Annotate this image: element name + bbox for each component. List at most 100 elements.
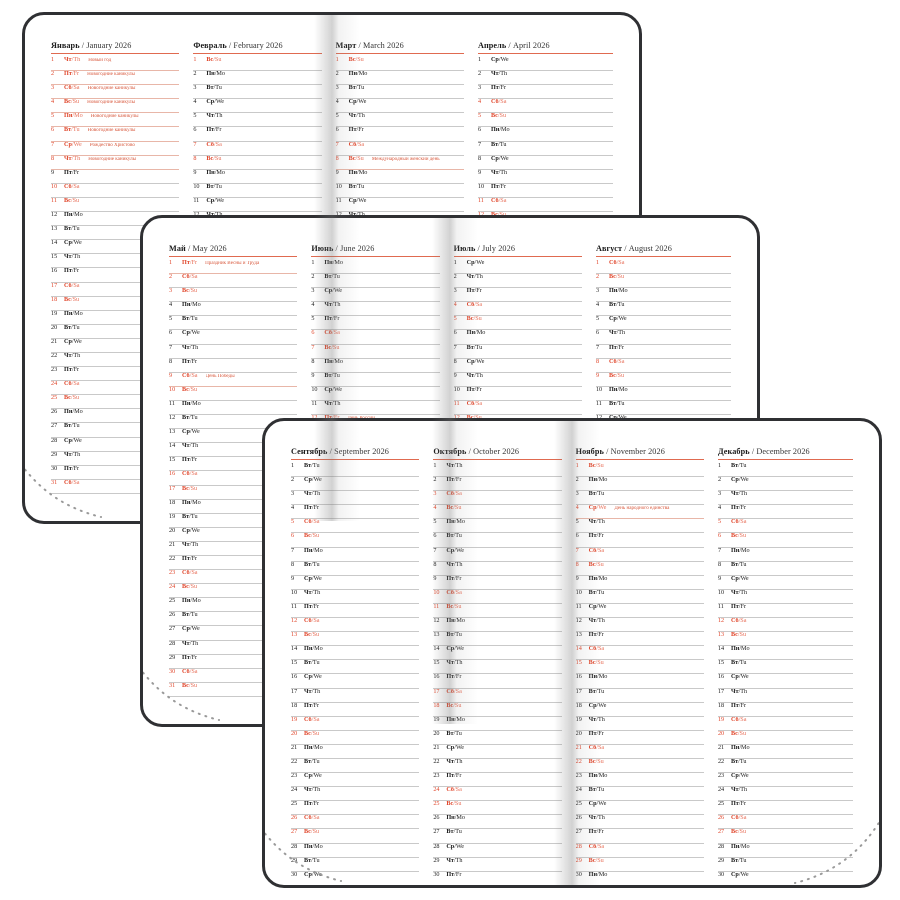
day-row[interactable]: 8 Чт/Th Новогодние каникулы: [51, 156, 180, 170]
day-row[interactable]: 1 Вс/Su: [193, 57, 322, 72]
day-row[interactable]: 29 Пт/Fr: [169, 655, 298, 669]
day-row[interactable]: 15 Вт/Tu: [717, 660, 853, 675]
day-row[interactable]: 9 Вт/Tu: [311, 373, 440, 387]
day-row[interactable]: 10 Ср/We: [311, 387, 440, 401]
day-row[interactable]: 17 Вс/Su: [169, 486, 298, 500]
day-row[interactable]: 7 Сб/Sa: [335, 142, 464, 156]
day-row[interactable]: 24 Вт/Tu: [575, 787, 704, 802]
day-row[interactable]: 29 Вс/Su: [575, 858, 704, 872]
day-row[interactable]: 10 Сб/Sa: [51, 184, 180, 198]
day-row[interactable]: 25 Ср/We: [575, 801, 704, 816]
day-row[interactable]: 17 Вт/Tu: [575, 689, 704, 703]
day-row[interactable]: 10 Вс/Su: [169, 387, 298, 401]
day-row[interactable]: 23 Пт/Fr: [433, 773, 562, 788]
day-row[interactable]: 11 Чт/Th: [311, 401, 440, 416]
day-row[interactable]: 12 Пн/Mo: [51, 212, 180, 227]
day-row[interactable]: 14 Ср/We: [433, 646, 562, 661]
day-row[interactable]: 11 Сб/Sa: [453, 401, 582, 416]
day-row[interactable]: 12 Пн/Mo: [433, 618, 562, 633]
day-row[interactable]: 5 Сб/Sa: [717, 519, 853, 534]
day-row[interactable]: 11 Пт/Fr: [717, 604, 853, 619]
day-row[interactable]: 10 Вт/Tu: [193, 184, 322, 198]
day-row[interactable]: 4 Пт/Fr: [291, 505, 420, 520]
day-row[interactable]: 4 Чт/Th: [311, 302, 440, 317]
day-row[interactable]: 21 Ср/We: [433, 745, 562, 759]
day-row[interactable]: 7 Вс/Su: [311, 345, 440, 359]
day-row[interactable]: 4 Сб/Sa: [453, 302, 582, 317]
day-row[interactable]: 1 Ср/We: [477, 57, 613, 72]
day-row[interactable]: 6 Чт/Th: [595, 330, 731, 345]
day-row[interactable]: 18 Ср/We: [575, 703, 704, 717]
day-row[interactable]: 4 Пт/Fr: [717, 505, 853, 520]
day-row[interactable]: 12 Чт/Th: [575, 618, 704, 633]
day-row[interactable]: 2 Пн/Mo: [335, 71, 464, 86]
day-row[interactable]: 10 Пт/Fr: [477, 184, 613, 198]
day-row[interactable]: 13 Пт/Fr: [575, 632, 704, 647]
day-row[interactable]: 1 Ср/We: [453, 260, 582, 275]
day-row[interactable]: 9 Чт/Th: [477, 170, 613, 184]
day-row[interactable]: 9 Чт/Th: [453, 373, 582, 387]
day-row[interactable]: 4 Ср/We: [193, 99, 322, 114]
day-row[interactable]: 18 Вс/Su: [433, 703, 562, 717]
day-row[interactable]: 8 Пн/Mo: [311, 359, 440, 373]
day-row[interactable]: 31Чт/Th: [718, 886, 853, 888]
day-row[interactable]: 9 Пн/Mo: [335, 170, 464, 184]
day-row[interactable]: 26 Чт/Th: [575, 815, 704, 830]
day-row[interactable]: 21 Ср/We: [51, 339, 180, 353]
day-row[interactable]: 16 Пт/Fr: [433, 674, 562, 689]
day-row[interactable]: 4 Сб/Sa: [477, 99, 613, 114]
day-row[interactable]: 8 Вс/Su: [575, 562, 704, 576]
day-row[interactable]: 6 Вт/Tu: [433, 533, 562, 548]
day-row[interactable]: 25 Пт/Fr: [291, 801, 420, 816]
day-row[interactable]: 27 Вс/Su: [717, 829, 853, 844]
day-row[interactable]: 21 Сб/Sa: [575, 745, 704, 759]
day-row[interactable]: 6 Пн/Mo: [477, 127, 613, 142]
day-row[interactable]: 26 Вт/Tu: [169, 612, 298, 627]
day-row[interactable]: 3 Ср/We: [311, 288, 440, 303]
day-row[interactable]: 29 Чт/Th: [433, 858, 562, 872]
day-row[interactable]: 8 Пт/Fr: [169, 359, 298, 373]
day-row[interactable]: 2 Ср/We: [717, 477, 853, 492]
day-row[interactable]: 7 Пн/Mo: [291, 548, 420, 562]
day-row[interactable]: 9 Вс/Su: [595, 373, 731, 387]
day-row[interactable]: 2 Чт/Th: [477, 71, 613, 86]
day-row[interactable]: 18 Вс/Su: [51, 297, 180, 311]
day-row[interactable]: 24 Чт/Th: [291, 787, 420, 802]
day-row[interactable]: 14 Чт/Th: [169, 443, 298, 458]
day-row[interactable]: 25 Вс/Su: [51, 395, 180, 410]
day-row[interactable]: 30 Пн/Mo: [575, 872, 704, 885]
day-row[interactable]: 29 Вт/Tu: [717, 858, 853, 872]
day-row[interactable]: 25 Вс/Su: [433, 801, 562, 816]
day-row[interactable]: 5 Ср/We: [595, 316, 731, 331]
day-row[interactable]: 3 Чт/Th: [717, 491, 853, 506]
day-row[interactable]: 1 Вт/Tu: [291, 463, 420, 478]
day-row[interactable]: 2 Пн/Mo: [193, 71, 322, 86]
day-row[interactable]: 14 Пн/Mo: [291, 646, 420, 661]
day-row[interactable]: 3 Пт/Fr: [477, 85, 613, 100]
day-row[interactable]: 5 Сб/Sa: [291, 519, 420, 534]
day-row[interactable]: 7 Чт/Th: [169, 345, 298, 359]
day-row[interactable]: 3 Сб/Sa: [433, 491, 562, 506]
day-row[interactable]: 6 Вс/Su: [291, 533, 420, 548]
day-row[interactable]: 3 Сб/Sa Новогодние каникулы: [51, 85, 180, 100]
day-row[interactable]: 6 Ср/We: [169, 330, 298, 345]
day-row[interactable]: 9 Пн/Mo: [193, 170, 322, 184]
day-row[interactable]: 29 Чт/Th: [51, 452, 180, 466]
calendar-spread-sep-dec[interactable]: Сентябрь / September 2026 1 Вт/Tu 2 Ср/We 3 Чт…: [262, 418, 882, 888]
day-row[interactable]: 6 Вт/Tu Новогодние каникулы: [51, 127, 180, 142]
day-row[interactable]: 2 Вт/Tu: [311, 274, 440, 289]
day-row[interactable]: 10 Чт/Th: [291, 590, 420, 604]
day-row[interactable]: 27 Вт/Tu: [51, 423, 180, 438]
day-row[interactable]: 26 Пн/Mo: [433, 815, 562, 830]
day-row[interactable]: 23 Пт/Fr: [51, 367, 180, 382]
day-row[interactable]: 22 Вт/Tu: [291, 759, 420, 774]
day-row[interactable]: 7 Ср/We: [433, 548, 562, 562]
day-row[interactable]: 9 Пт/Fr: [51, 170, 180, 184]
day-row[interactable]: 25 Пт/Fr: [717, 801, 853, 816]
day-row[interactable]: 1 Пн/Mo: [311, 260, 440, 275]
day-row[interactable]: 1 Чт/Th: [433, 463, 562, 478]
day-row[interactable]: 12 Сб/Sa: [717, 618, 853, 633]
day-row[interactable]: 10 Вт/Tu: [335, 184, 464, 198]
day-row[interactable]: 2 Вс/Su: [595, 274, 731, 289]
day-row[interactable]: 13 Ср/We: [169, 429, 298, 444]
